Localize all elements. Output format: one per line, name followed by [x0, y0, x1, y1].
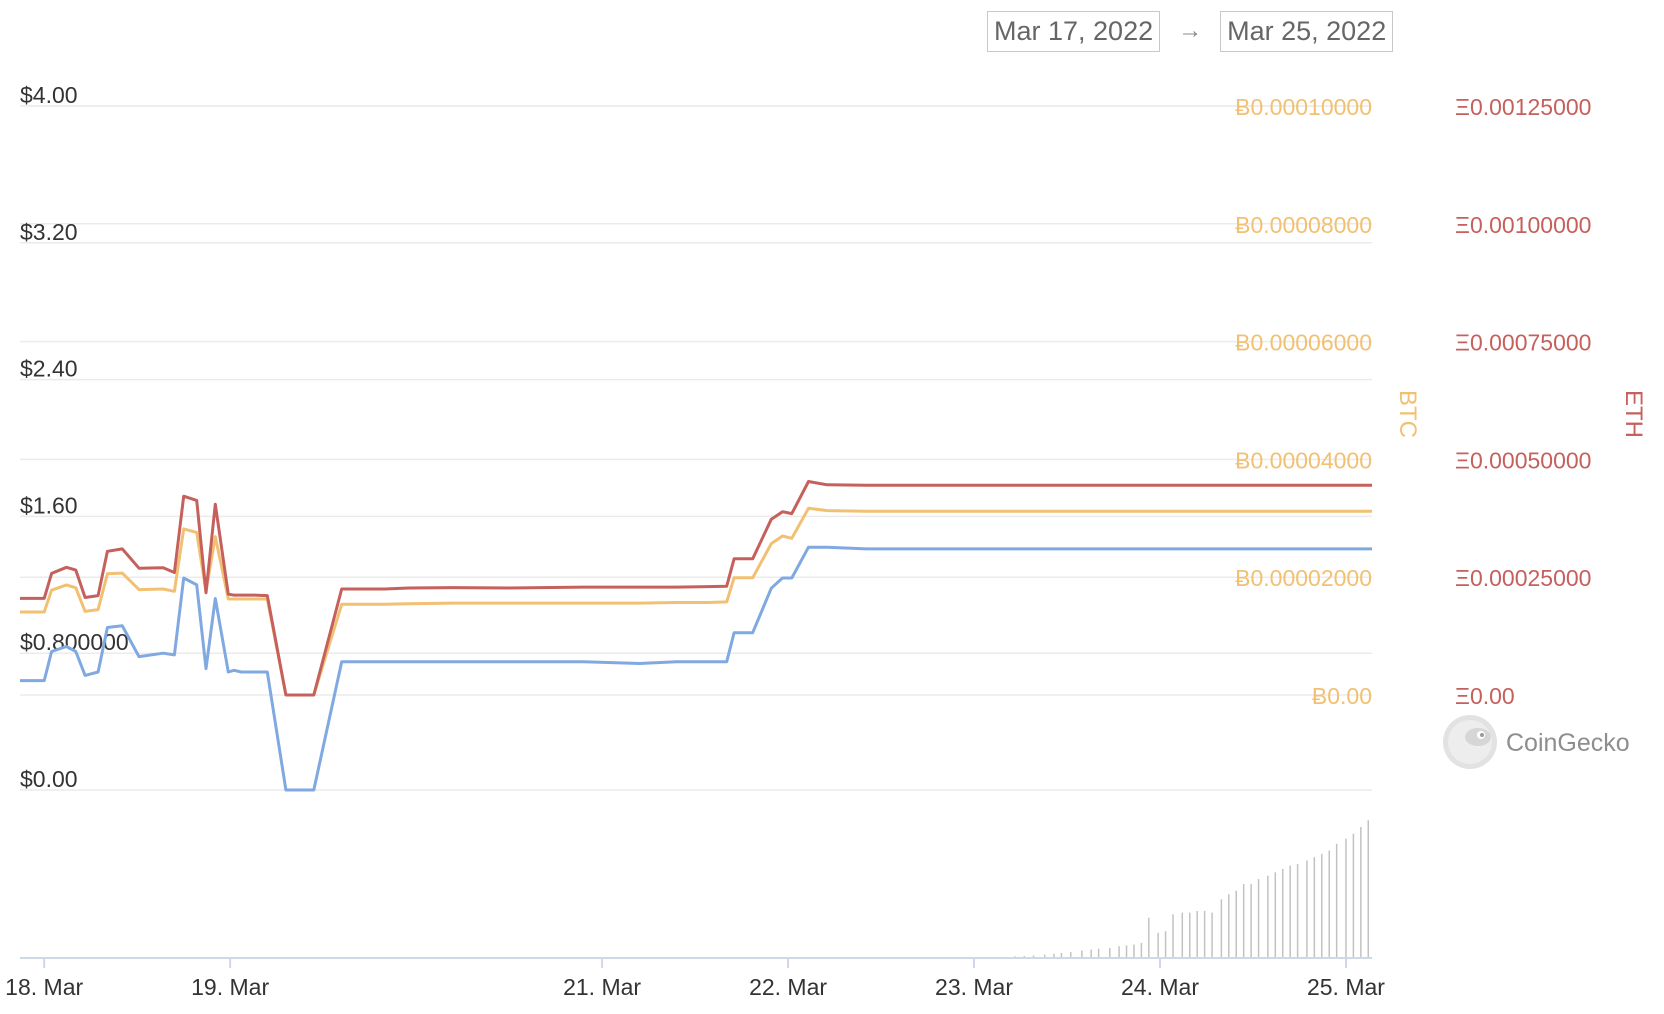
volume-bars	[1014, 820, 1370, 958]
btc-tick-label: Ƀ0.00	[1312, 683, 1372, 709]
x-tick-label: 23. Mar	[935, 974, 1013, 1000]
x-tick-label: 19. Mar	[191, 974, 269, 1000]
eth-tick-label: Ξ0.00100000	[1455, 212, 1591, 238]
btc-axis: Ƀ0.00 Ƀ0.00002000 Ƀ0.00004000 Ƀ0.00006000 Ƀ0…	[1235, 94, 1421, 709]
btc-tick-label: Ƀ0.00002000	[1235, 565, 1372, 591]
brand-name: CoinGecko	[1506, 729, 1630, 757]
x-tick-label: 25. Mar	[1307, 974, 1385, 1000]
eth-tick-label: Ξ0.00	[1455, 683, 1515, 709]
x-axis: 18. Mar 19. Mar 21. Mar 22. Mar 23. Mar 24. M…	[5, 957, 1385, 1000]
usd-tick-label: $3.20	[20, 219, 78, 245]
eth-tick-label: Ξ0.00125000	[1455, 94, 1591, 120]
usd-tick-label: $0.00	[20, 766, 78, 792]
btc-tick-label: Ƀ0.00008000	[1235, 212, 1372, 238]
series-line-btc	[20, 506, 1372, 697]
x-tick-label: 24. Mar	[1121, 974, 1199, 1000]
range-arrow-icon: →	[1178, 17, 1203, 44]
date-from-input[interactable]: Mar 17, 2022	[987, 10, 1161, 52]
grid-lines	[20, 105, 1372, 791]
eth-axis: Ξ0.00 Ξ0.00025000 Ξ0.00050000 Ξ0.00075000 Ξ0…	[1455, 94, 1647, 709]
usd-tick-label: $2.40	[20, 356, 78, 382]
btc-axis-title: BTC	[1394, 390, 1421, 438]
brand-watermark: CoinGecko	[1443, 715, 1630, 769]
btc-tick-label: Ƀ0.00004000	[1235, 447, 1372, 473]
usd-tick-label: $4.00	[20, 82, 78, 108]
x-tick-label: 22. Mar	[749, 974, 827, 1000]
series-lines	[20, 480, 1372, 792]
gecko-logo-icon	[1443, 715, 1497, 769]
eth-tick-label: Ξ0.00050000	[1455, 447, 1591, 473]
x-tick-label: 18. Mar	[5, 974, 83, 1000]
eth-tick-label: Ξ0.00075000	[1455, 330, 1591, 356]
usd-tick-label: $1.60	[20, 492, 78, 518]
eth-axis-title: ETH	[1620, 390, 1647, 438]
usd-axis: $0.00$0.800000$1.60$2.40$3.20$4.00	[20, 82, 129, 792]
series-line-eth	[20, 480, 1372, 697]
date-to-input[interactable]: Mar 25, 2022	[1220, 10, 1394, 52]
btc-tick-label: Ƀ0.00010000	[1235, 94, 1372, 120]
x-tick-label: 21. Mar	[563, 974, 641, 1000]
eth-tick-label: Ξ0.00025000	[1455, 565, 1591, 591]
date-range-picker: Mar 17, 2022 → Mar 25, 2022	[987, 10, 1394, 52]
series-line-usd	[20, 545, 1372, 792]
btc-tick-label: Ƀ0.00006000	[1235, 330, 1372, 356]
